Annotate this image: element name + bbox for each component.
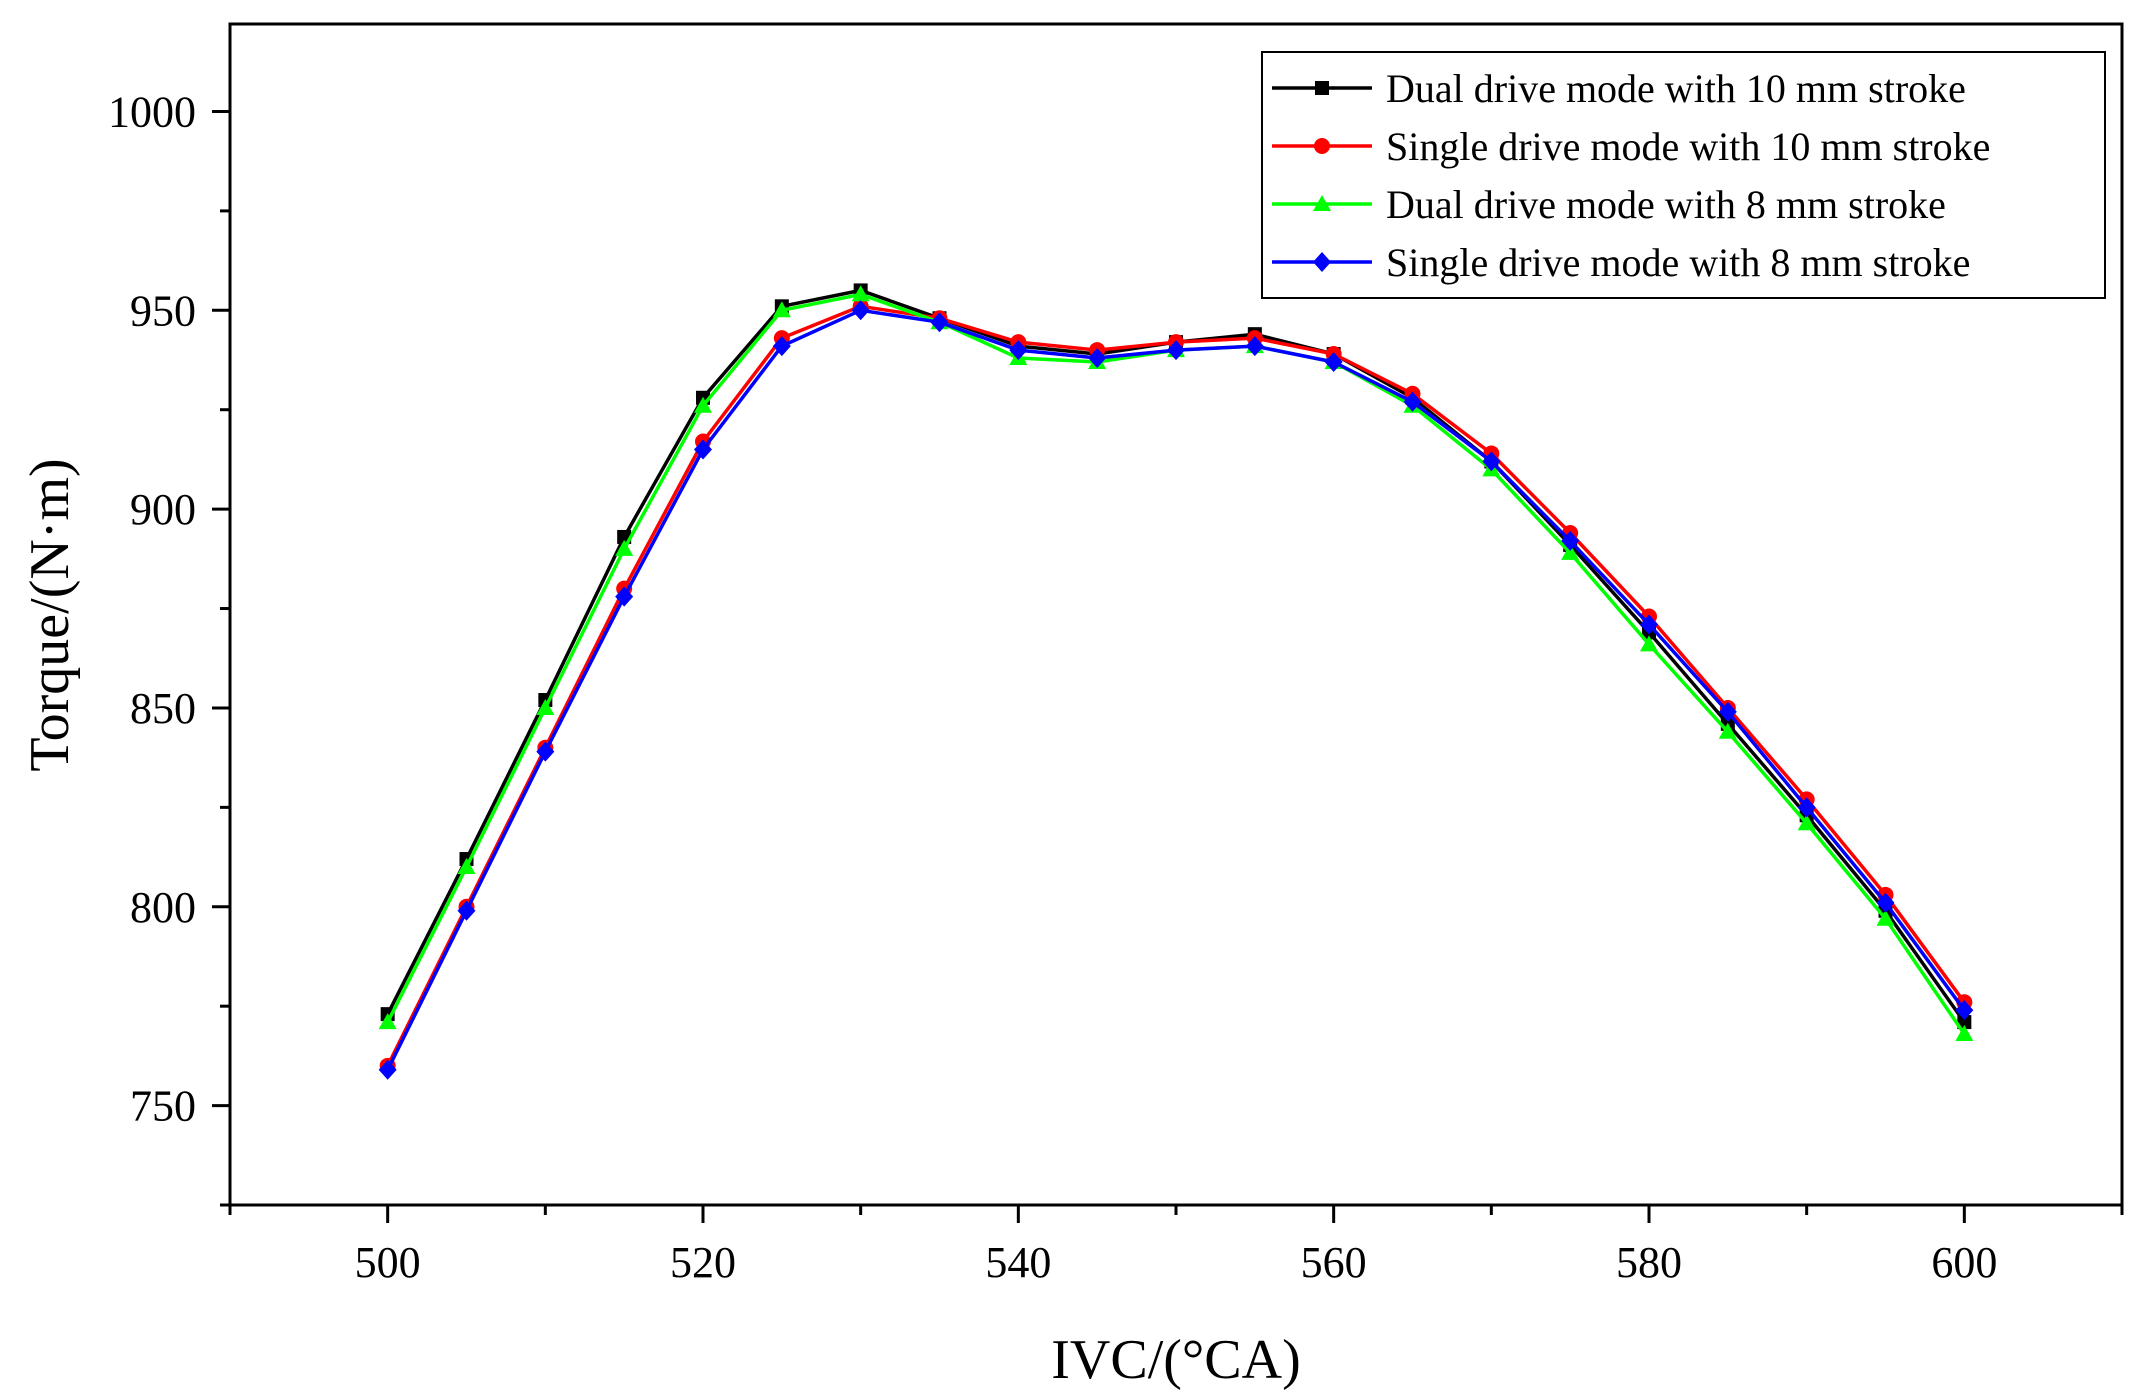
data-point	[1561, 543, 1580, 560]
legend-marker	[1314, 138, 1330, 154]
data-point	[851, 285, 870, 302]
series-line	[386, 292, 1966, 1035]
legend-label: Dual drive mode with 10 mm stroke	[1386, 66, 1966, 111]
data-point	[1876, 892, 1895, 913]
data-point	[1876, 909, 1895, 926]
data-point	[930, 312, 949, 333]
legend-marker	[1313, 252, 1331, 272]
legend-item: Single drive mode with 10 mm stroke	[1272, 124, 1990, 169]
data-point	[536, 698, 555, 715]
y-tick-label: 850	[130, 684, 196, 733]
legend: Dual drive mode with 10 mm stroke Single …	[1261, 51, 2106, 299]
legend-box	[1261, 51, 2106, 299]
data-point	[772, 301, 791, 318]
data-point	[1245, 336, 1264, 357]
series-line	[386, 288, 1966, 1024]
series-4	[378, 300, 1974, 1080]
data-point	[1957, 1015, 1972, 1030]
data-point	[1797, 814, 1816, 831]
y-tick-label: 1000	[108, 87, 196, 136]
x-tick-label: 580	[1616, 1238, 1682, 1287]
data-point	[615, 586, 634, 607]
data-point	[1167, 340, 1185, 361]
data-point	[1403, 391, 1422, 412]
data-point	[1561, 530, 1580, 551]
x-tick-label: 560	[1301, 1238, 1367, 1287]
legend-label: Single drive mode with 10 mm stroke	[1386, 124, 1990, 169]
data-point	[457, 858, 476, 875]
data-point	[1640, 635, 1658, 652]
data-point	[536, 741, 555, 762]
data-point	[1955, 1025, 1974, 1042]
axis-ticks: 500 520 540 560 580 600 750 800 850 900 950 1000	[108, 87, 2124, 1287]
x-tick-label: 540	[985, 1238, 1051, 1287]
series-group	[378, 283, 1974, 1080]
data-point	[1797, 797, 1816, 818]
data-point	[1482, 451, 1501, 472]
data-point	[1640, 614, 1658, 635]
data-point	[1718, 701, 1737, 722]
data-point	[1088, 348, 1107, 369]
data-point	[1009, 340, 1028, 361]
series-3	[378, 285, 1974, 1042]
y-tick-label: 750	[130, 1082, 196, 1131]
data-point	[615, 539, 634, 556]
y-tick-label: 950	[130, 286, 196, 335]
data-point	[457, 900, 476, 921]
data-point	[1324, 351, 1343, 372]
data-point	[694, 396, 712, 413]
y-tick-label: 800	[130, 883, 196, 932]
legend-item: Dual drive mode with 8 mm stroke	[1272, 182, 1946, 227]
x-tick-label: 500	[355, 1238, 421, 1287]
data-point	[378, 1013, 397, 1030]
x-axis-title: IVC/(°CA)	[1051, 1329, 1300, 1391]
data-point	[378, 1059, 397, 1080]
legend-label: Single drive mode with 8 mm stroke	[1386, 240, 1970, 285]
legend-marker	[1313, 195, 1331, 211]
legend-marker	[1315, 81, 1329, 95]
series-line	[386, 308, 1966, 1071]
x-tick-label: 520	[670, 1238, 736, 1287]
legend-item: Single drive mode with 8 mm stroke	[1272, 240, 1970, 285]
series-line	[386, 304, 1966, 1067]
data-point	[1718, 722, 1737, 739]
y-tick-label: 900	[130, 485, 196, 534]
series-1	[380, 283, 1972, 1030]
data-point	[1955, 1000, 1974, 1021]
x-tick-label: 600	[1931, 1238, 1997, 1287]
data-point	[851, 300, 870, 321]
legend-label: Dual drive mode with 8 mm stroke	[1386, 182, 1946, 227]
series-2	[379, 298, 1973, 1074]
y-axis-title: Torque/(N·m)	[19, 458, 81, 771]
legend-item: Dual drive mode with 10 mm stroke	[1272, 66, 1966, 111]
data-point	[694, 439, 712, 460]
data-point	[772, 336, 791, 357]
